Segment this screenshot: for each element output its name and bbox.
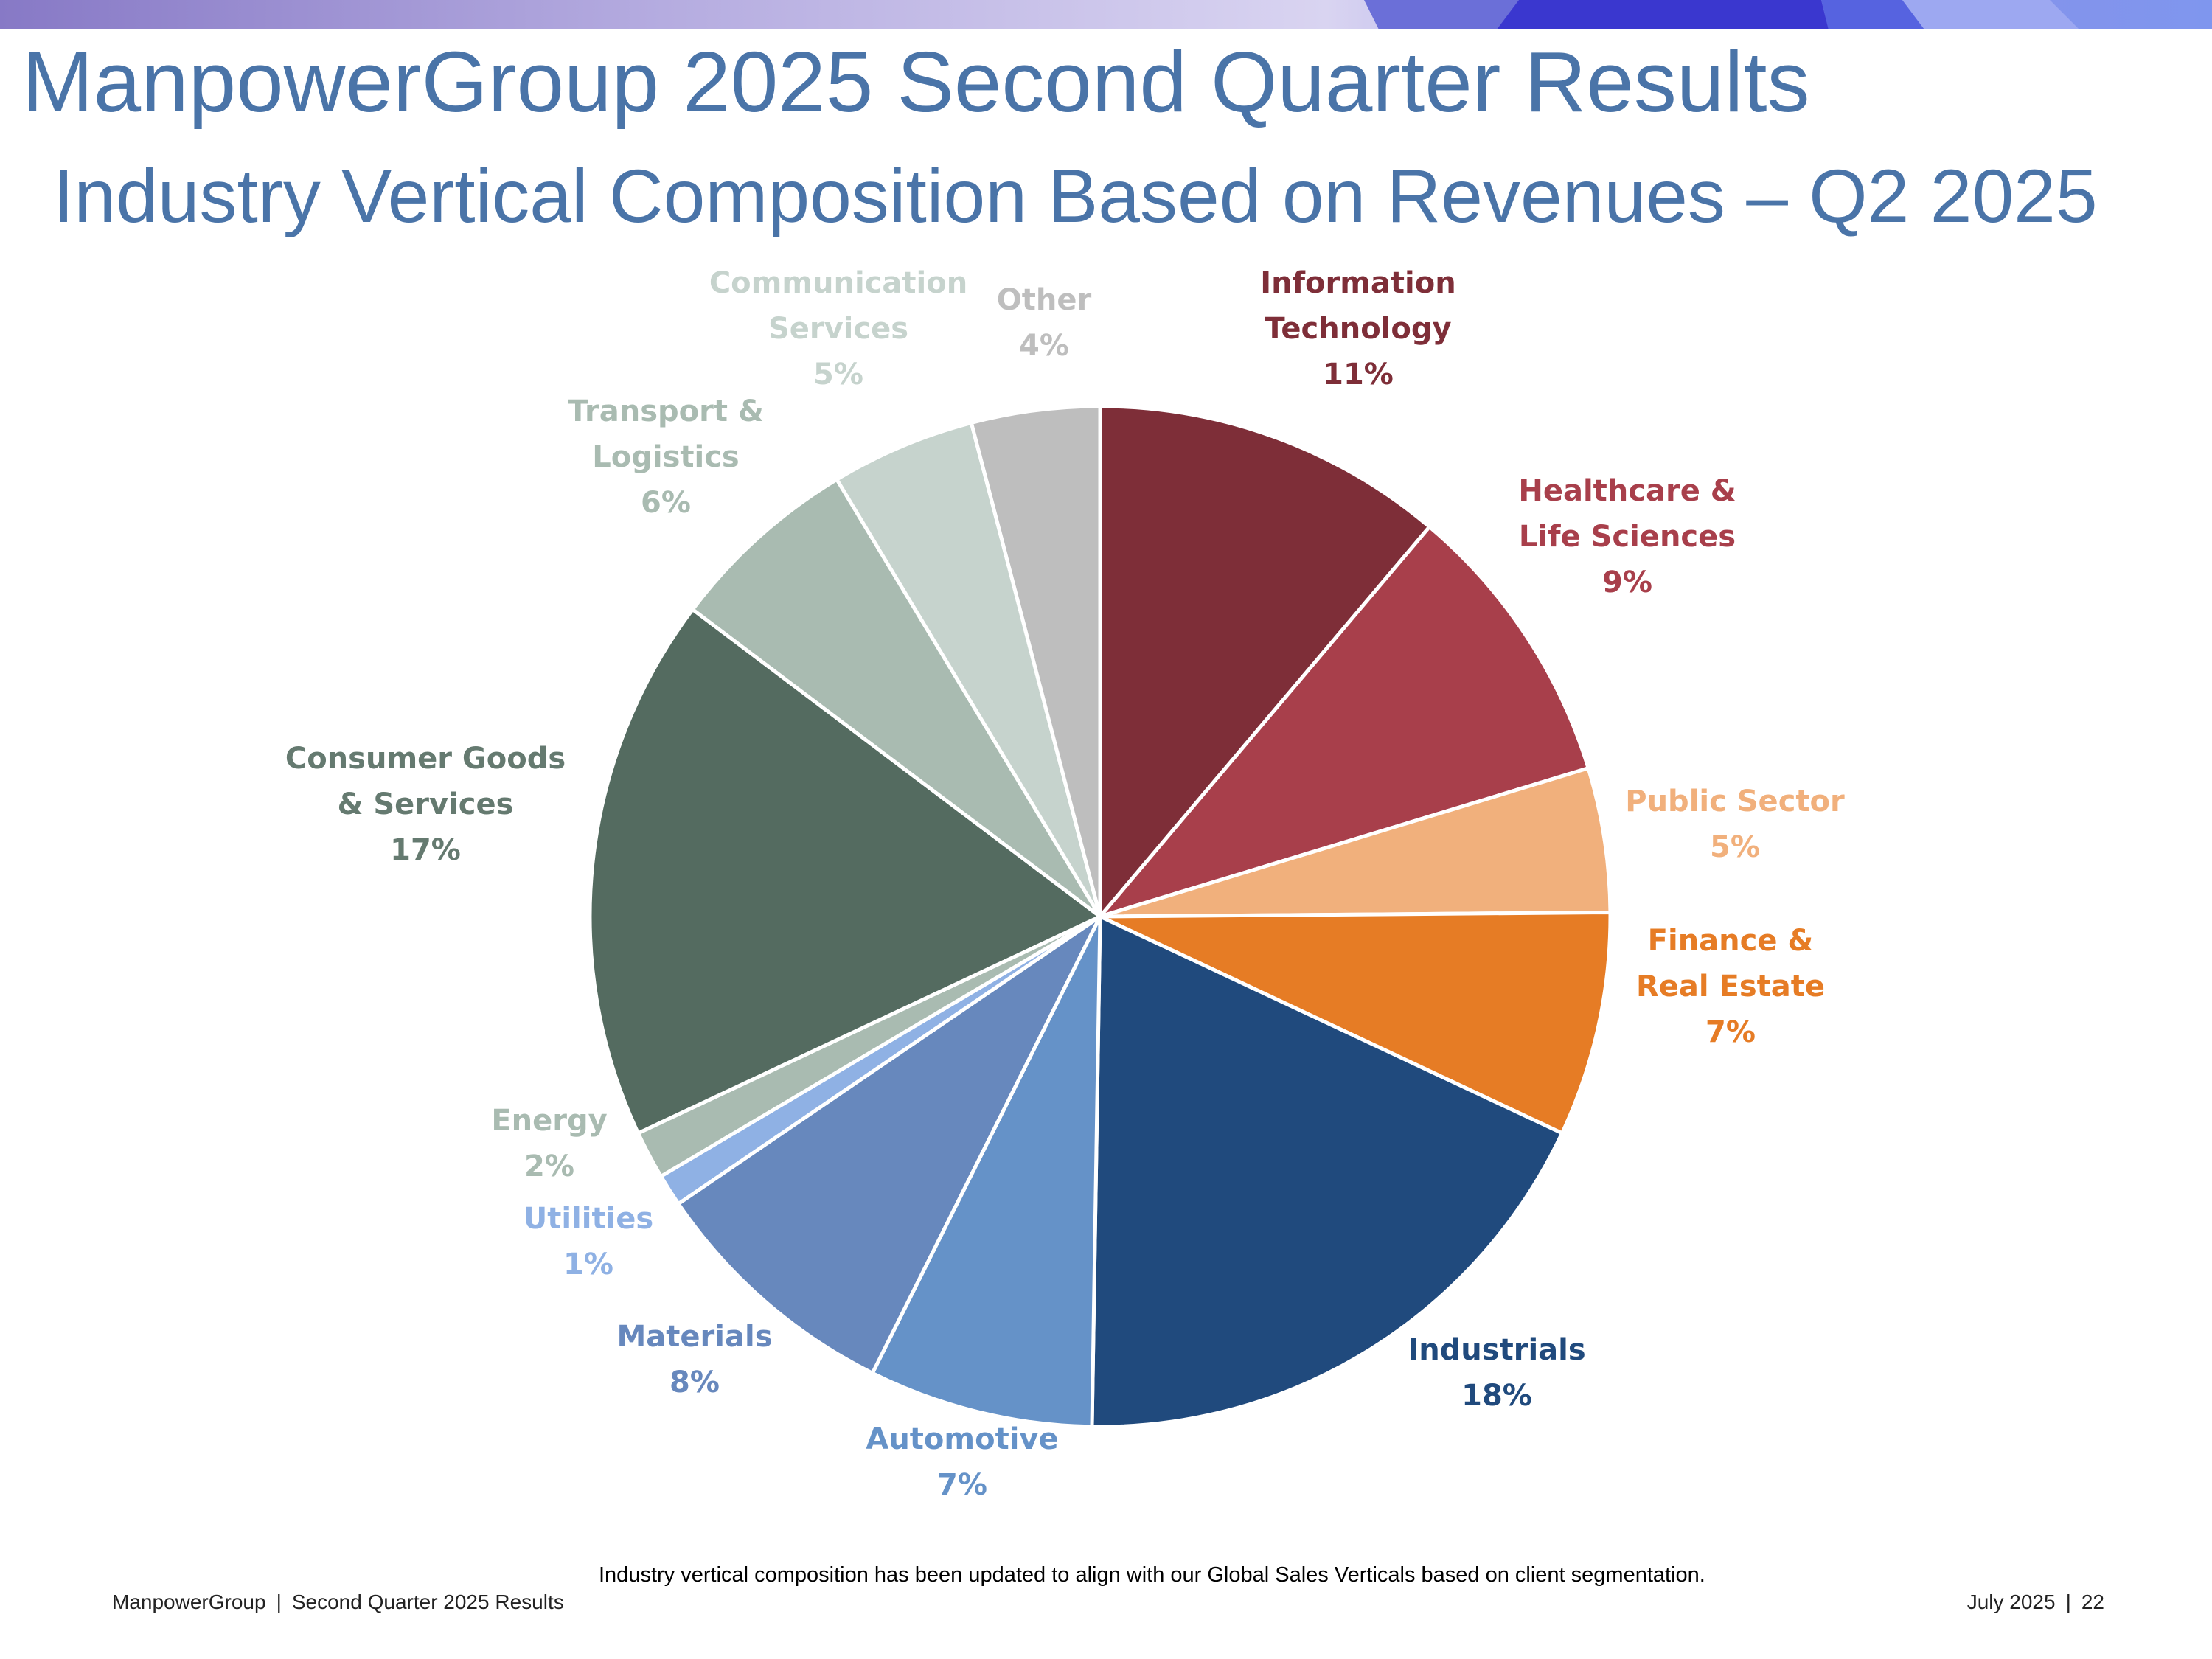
slice-label: Healthcare & Life Sciences 9%	[1518, 474, 1736, 599]
slice-category: Logistics	[592, 440, 739, 474]
slice-label: Consumer Goods & Services 17%	[285, 742, 566, 867]
slice-label: Finance & Real Estate 7%	[1636, 924, 1825, 1049]
pie-slice-automotive	[870, 914, 1102, 1429]
pie-slice-industrials	[1090, 914, 1565, 1429]
slice-category: Transport &	[568, 394, 764, 428]
slice-category: Healthcare &	[1518, 474, 1736, 508]
footer-right: July 2025 | 22	[1967, 1590, 2104, 1614]
top-banner	[0, 0, 2212, 29]
page-subtitle: Industry Vertical Composition Based on R…	[53, 154, 2098, 238]
slice-category: Materials	[617, 1320, 773, 1354]
slice-category: Consumer Goods	[285, 742, 566, 776]
slice-category: & Services	[338, 787, 514, 821]
slice-percent: 2%	[524, 1150, 574, 1183]
pie-chart: Information Technology 11% Healthcare & Life…	[285, 266, 1845, 1502]
slice-label: Other 4%	[997, 283, 1092, 363]
page-title: ManpowerGroup 2025 Second Quarter Result…	[22, 34, 1810, 130]
pie-slice-information-technology	[1098, 404, 1432, 919]
slice-category: Energy	[491, 1104, 607, 1138]
slice-category: Real Estate	[1636, 970, 1825, 1004]
pie-slice-other	[969, 404, 1102, 919]
footer-document-title: Second Quarter 2025 Results	[291, 1590, 564, 1613]
slice-category: Services	[768, 312, 908, 346]
slice-label: Public Sector 5%	[1625, 785, 1845, 864]
footer-company: ManpowerGroup	[112, 1590, 266, 1613]
footer-separator: |	[276, 1590, 282, 1613]
pie-slice-healthcare-life-sciences	[1098, 524, 1590, 919]
slice-category: Other	[997, 283, 1092, 317]
slice-percent: 6%	[641, 486, 691, 520]
page-number: 22	[2081, 1590, 2104, 1613]
slice-label: Communication Services 5%	[709, 266, 967, 392]
pie-slice-consumer-goods-services	[588, 608, 1102, 1135]
footer-left: ManpowerGroup | Second Quarter 2025 Result…	[112, 1590, 564, 1614]
slice-category: Automotive	[866, 1422, 1058, 1456]
slice-category: Utilities	[524, 1202, 654, 1236]
pie-labels: Information Technology 11% Healthcare & Life…	[285, 266, 1845, 1502]
slice-label: Transport & Logistics 6%	[568, 394, 764, 520]
pie-slice-materials	[676, 914, 1102, 1375]
slice-percent: 17%	[390, 833, 461, 867]
footer-date: July 2025	[1966, 1590, 2056, 1613]
slice-label: Energy 2%	[491, 1104, 607, 1183]
slice-percent: 7%	[1705, 1015, 1756, 1049]
slice-percent: 4%	[1019, 329, 1069, 363]
slice-category: Public Sector	[1625, 785, 1845, 818]
slice-percent: 7%	[937, 1468, 987, 1502]
slice-percent: 5%	[1710, 830, 1760, 864]
pie-slice-finance-real-estate	[1098, 910, 1613, 1135]
pie-slice-public-sector	[1098, 766, 1613, 919]
slice-category: Industrials	[1408, 1333, 1585, 1367]
footnote: Industry vertical composition has been u…	[599, 1563, 1705, 1587]
slice-category: Information	[1260, 266, 1455, 300]
slice-percent: 5%	[813, 358, 863, 392]
slice-category: Life Sciences	[1519, 520, 1736, 554]
pie-slices	[588, 404, 1613, 1429]
slice-percent: 8%	[669, 1366, 720, 1399]
slice-percent: 18%	[1461, 1379, 1532, 1413]
slice-category: Technology	[1265, 312, 1451, 346]
slice-label: Automotive 7%	[866, 1422, 1058, 1502]
footer-separator: |	[2065, 1590, 2071, 1613]
pie-slice-communication-services	[835, 420, 1102, 919]
slice-label: Utilities 1%	[524, 1202, 654, 1281]
slice-category: Communication	[709, 266, 967, 300]
slice-percent: 1%	[563, 1248, 613, 1281]
slice-label: Information Technology 11%	[1260, 266, 1455, 392]
slice-label: Materials 8%	[617, 1320, 773, 1399]
slice-label: Industrials 18%	[1408, 1333, 1585, 1413]
slice-percent: 9%	[1602, 566, 1652, 599]
pie-slice-transport-logistics	[690, 477, 1102, 919]
slice-category: Finance &	[1648, 924, 1814, 958]
slice-percent: 11%	[1323, 358, 1394, 392]
